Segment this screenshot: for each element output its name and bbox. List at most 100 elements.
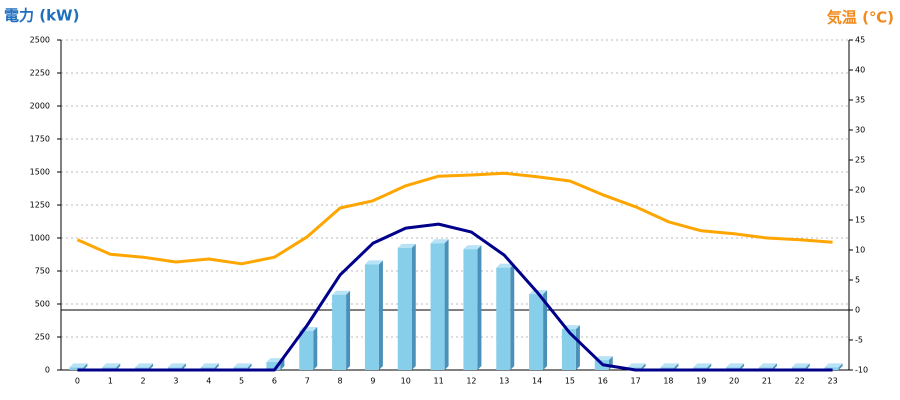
bar [397,247,412,370]
bar-side [641,363,646,370]
x-tick-label: 16 [598,377,608,386]
y-tick-label: 2500 [30,36,50,45]
bar [496,267,511,370]
bar-side [247,363,252,370]
bar [266,362,281,370]
bar-top [726,363,745,368]
x-tick-label: 4 [206,377,211,386]
bar-side [838,363,843,370]
bar [332,294,347,370]
bar-side [707,363,712,370]
bar-top [69,363,88,368]
y-tick-label: 2250 [30,69,50,78]
x-tick-label: 20 [729,377,739,386]
bar-top [102,363,121,368]
bar-side [116,363,121,370]
x-tick-label: 23 [827,377,837,386]
x-tick-label: 13 [499,377,509,386]
y-tick-label: 2000 [30,102,50,111]
y2-tick-label: 25 [855,156,865,165]
bar-side [543,290,548,370]
y-tick-label: 750 [35,267,50,276]
bar-top [135,363,154,368]
bar-top [758,363,777,368]
y2-tick-label: 20 [855,186,865,195]
y-tick-label: 1250 [30,201,50,210]
bar [69,367,84,370]
y-tick-label: 1000 [30,234,50,243]
bar-side [772,363,777,370]
y2-axis-title: 気温 (℃) [827,9,894,27]
y2-tick-label: 15 [855,216,865,225]
bar [561,329,576,370]
x-tick-label: 6 [272,377,277,386]
bar-top [660,363,679,368]
bar-side [214,363,219,370]
bar-side [477,245,482,370]
bar-top [824,363,843,368]
x-tick-label: 3 [173,377,178,386]
bar-top [364,260,383,265]
bar-side [674,363,679,370]
bar-side [313,327,318,370]
bar [529,294,544,370]
x-tick-label: 8 [338,377,343,386]
x-tick-label: 1 [108,377,113,386]
y2-tick-label: 40 [855,66,865,75]
y2-tick-label: 45 [855,36,865,45]
bar-top [200,363,219,368]
bar-side [149,363,154,370]
bar-side [444,239,449,370]
y-tick-label: 0 [45,366,50,375]
bar-side [805,363,810,370]
bar-top [693,363,712,368]
bar-top [332,290,351,295]
bar [463,249,478,370]
bar-side [575,325,580,370]
y-tick-label: 250 [35,333,50,342]
x-tick-label: 19 [696,377,706,386]
x-tick-label: 2 [141,377,146,386]
bar-side [181,363,186,370]
bar [299,331,314,370]
bar-top [594,356,613,361]
bar-side [740,363,745,370]
x-tick-label: 17 [630,377,640,386]
y2-tick-label: 30 [855,126,865,135]
x-tick-label: 22 [795,377,805,386]
bar-top [233,363,252,368]
x-tick-label: 21 [762,377,772,386]
y2-tick-label: 35 [855,96,865,105]
y2-tick-label: 0 [855,306,860,315]
bar-top [496,263,515,268]
y2-tick-label: -10 [855,366,868,375]
x-tick-label: 11 [433,377,443,386]
bar-top [167,363,186,368]
x-tick-label: 7 [305,377,310,386]
bar-side [83,363,88,370]
bar-top [627,363,646,368]
bar-top [463,245,482,250]
bar-top [397,243,416,248]
bar [430,243,445,370]
line [77,222,833,372]
bar-side [280,358,285,370]
y-tick-label: 1750 [30,135,50,144]
x-tick-label: 18 [663,377,673,386]
y2-tick-label: 5 [855,276,860,285]
bar-side [378,260,383,370]
x-tick-label: 0 [75,377,80,386]
x-tick-label: 12 [466,377,476,386]
y2-tick-label: -5 [855,336,863,345]
line [76,171,833,266]
bar-side [346,290,351,370]
bar-side [510,263,515,370]
bar [364,264,379,370]
y-tick-label: 500 [35,300,50,309]
bar-side [411,243,416,370]
x-tick-label: 9 [370,377,375,386]
y-axis-title: 電力 (kW) [4,7,79,25]
bar-top [791,363,810,368]
x-tick-label: 5 [239,377,244,386]
